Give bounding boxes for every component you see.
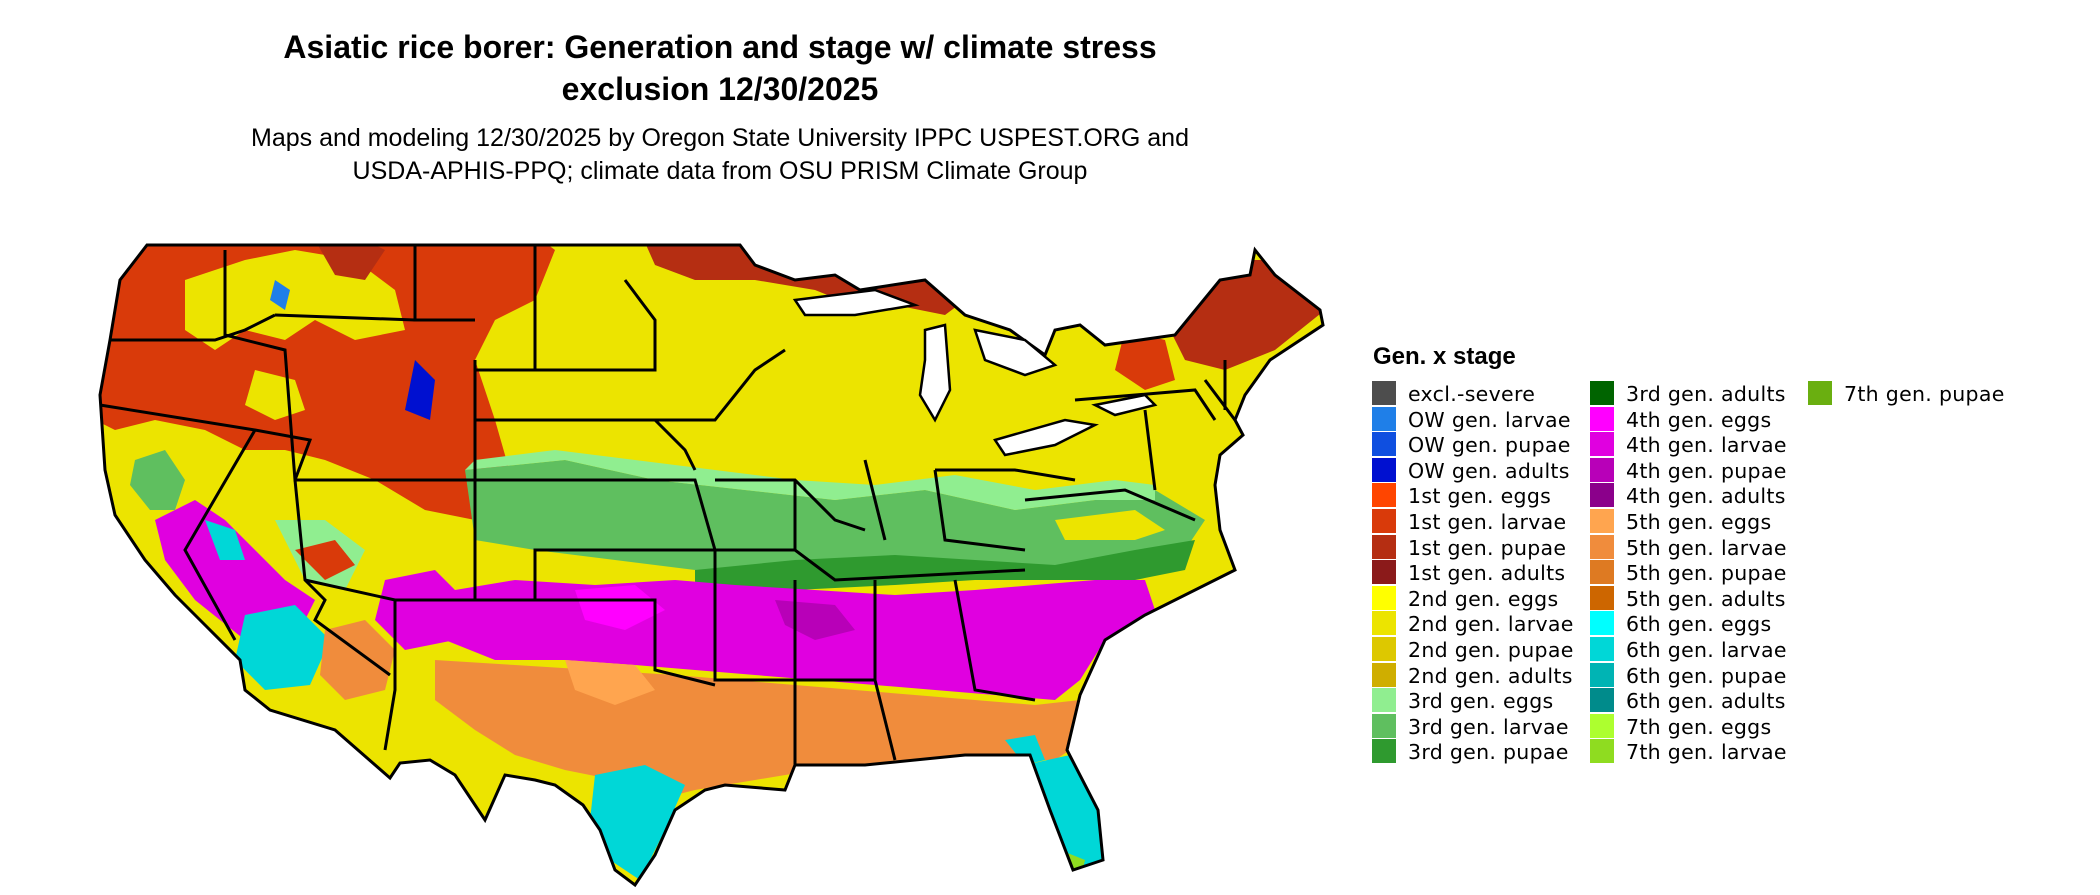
legend-swatch	[1590, 483, 1614, 508]
legend-label: 1st gen. larvae	[1408, 510, 1567, 534]
legend-label: excl.-severe	[1408, 382, 1536, 406]
great-lakes	[792, 288, 1158, 457]
legend-swatch	[1372, 713, 1396, 738]
legend-label: 4th gen. eggs	[1626, 407, 1772, 432]
legend-swatch	[1372, 739, 1396, 764]
legend-swatch	[1590, 739, 1614, 764]
legend-swatch	[1590, 534, 1614, 559]
legend-swatch	[1372, 406, 1396, 431]
legend-label: 7th gen. eggs	[1626, 714, 1772, 739]
legend-swatch	[1590, 509, 1614, 533]
map-subtitle: Maps and modeling 12/30/2025 by Oregon S…	[0, 122, 1440, 188]
legend-label: 2nd gen. adults	[1408, 663, 1573, 688]
legend-label: 3rd gen. pupae	[1408, 740, 1569, 765]
legend-label: 6th gen. pupae	[1626, 663, 1787, 688]
legend-label: 4th gen. adults	[1626, 484, 1786, 509]
legend-swatch	[1372, 509, 1396, 533]
legend-label: 6th gen. eggs	[1626, 612, 1772, 637]
legend-label: OW gen. pupae	[1408, 433, 1571, 458]
legend-swatch	[1372, 432, 1396, 457]
legend-swatch	[1590, 637, 1614, 661]
legend-label: 5th gen. eggs	[1626, 510, 1772, 534]
legend-label: 5th gen. larvae	[1626, 535, 1787, 560]
legend-label: 3rd gen. larvae	[1408, 714, 1569, 739]
legend-label: 1st gen. pupae	[1408, 535, 1567, 560]
legend-label: 7th gen. larvae	[1626, 740, 1787, 765]
legend-swatch	[1372, 688, 1396, 713]
legend-swatch	[1590, 381, 1614, 405]
legend-swatch	[1372, 457, 1396, 482]
map-subtitle-line2: USDA-APHIS-PPQ; climate data from OSU PR…	[352, 157, 1088, 185]
legend-swatch	[1372, 637, 1396, 661]
legend-label: 6th gen. larvae	[1626, 638, 1787, 662]
legend-label: 5th gen. pupae	[1626, 561, 1787, 586]
legend-swatch	[1590, 688, 1614, 713]
legend-swatch	[1590, 713, 1614, 738]
legend-swatch	[1808, 381, 1832, 405]
us-generation-stage-map	[98, 243, 1325, 888]
legend-swatch	[1372, 585, 1396, 610]
legend-label: 5th gen. adults	[1626, 586, 1786, 611]
legend-label: 7th gen. pupae	[1844, 382, 2005, 406]
legend-label: 6th gen. adults	[1626, 689, 1786, 714]
legend-label: 2nd gen. larvae	[1408, 612, 1574, 637]
legend-swatch	[1590, 611, 1614, 636]
map-title-line2: exclusion 12/30/2025	[561, 71, 879, 107]
legend-swatch	[1590, 585, 1614, 610]
legend-label: OW gen. adults	[1408, 458, 1570, 483]
legend-label: 2nd gen. pupae	[1408, 638, 1574, 662]
legend-label: 1st gen. adults	[1408, 561, 1566, 586]
legend-swatch	[1372, 662, 1396, 687]
legend-label: OW gen. larvae	[1408, 407, 1571, 432]
map-title: Asiatic rice borer: Generation and stage…	[0, 26, 1440, 110]
map-title-line1: Asiatic rice borer: Generation and stage…	[283, 29, 1157, 65]
legend-swatch	[1372, 560, 1396, 585]
legend-title: Gen. x stage	[1373, 343, 1516, 370]
map-fill-regions	[100, 245, 1323, 885]
legend-label: 3rd gen. adults	[1626, 382, 1786, 406]
legend-label: 4th gen. larvae	[1626, 433, 1787, 458]
legend-swatch	[1590, 457, 1614, 482]
state-boundaries	[98, 243, 1325, 888]
legend-swatch	[1372, 483, 1396, 508]
legend-label: 1st gen. eggs	[1408, 484, 1552, 509]
legend-swatch	[1590, 560, 1614, 585]
legend-label: 3rd gen. eggs	[1408, 689, 1554, 714]
map-subtitle-line1: Maps and modeling 12/30/2025 by Oregon S…	[251, 124, 1189, 152]
legend-label: 4th gen. pupae	[1626, 458, 1787, 483]
legend-swatch	[1590, 406, 1614, 431]
legend-label: 2nd gen. eggs	[1408, 586, 1559, 611]
legend-swatch	[1372, 611, 1396, 636]
legend-swatch	[1372, 534, 1396, 559]
legend-swatch	[1590, 432, 1614, 457]
legend-swatch	[1590, 662, 1614, 687]
legend-swatch	[1372, 381, 1396, 405]
